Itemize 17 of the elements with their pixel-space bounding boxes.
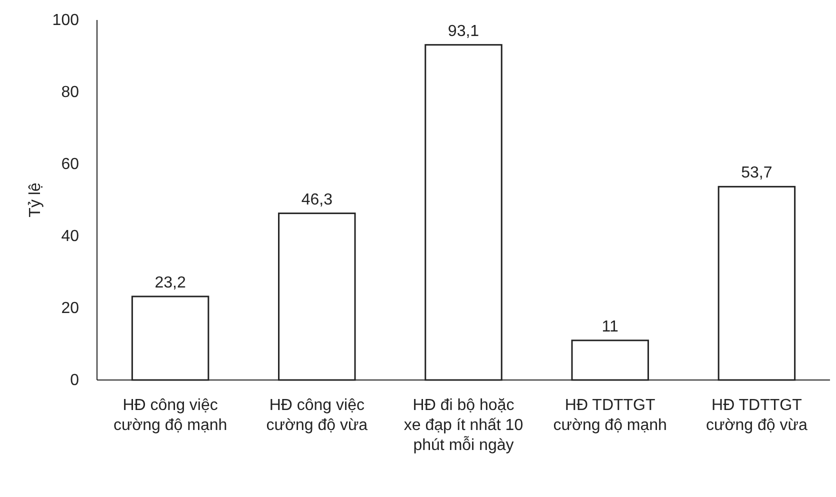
- data-label: 53,7: [741, 164, 772, 182]
- y-tick-label: 60: [61, 156, 80, 174]
- data-label: 11: [602, 318, 619, 336]
- y-axis-title: Tỷ lệ: [27, 182, 44, 218]
- data-label: 23,2: [154, 274, 186, 292]
- data-label: 93,1: [448, 22, 480, 40]
- y-tick-label: 20: [61, 300, 80, 318]
- y-tick-label: 100: [52, 12, 80, 30]
- x-tick-label: HĐ đi bộ hoặc xe đạp ít nhất 10 phút mỗi ngày: [404, 397, 524, 454]
- x-tick-label: HĐ công việc cường độ mạnh: [113, 397, 228, 434]
- x-tick-label: HĐ công việc cường độ vừa: [266, 397, 368, 434]
- data-label: 46,3: [301, 191, 333, 208]
- y-tick-label: 80: [61, 84, 80, 102]
- x-tick-label: HĐ TDTTGT cường độ mạnh: [553, 397, 667, 434]
- y-tick-label: 40: [61, 228, 80, 246]
- x-tick-label: HĐ TDTTGT cường độ vừa: [706, 397, 808, 434]
- y-tick-label: 0: [70, 372, 80, 390]
